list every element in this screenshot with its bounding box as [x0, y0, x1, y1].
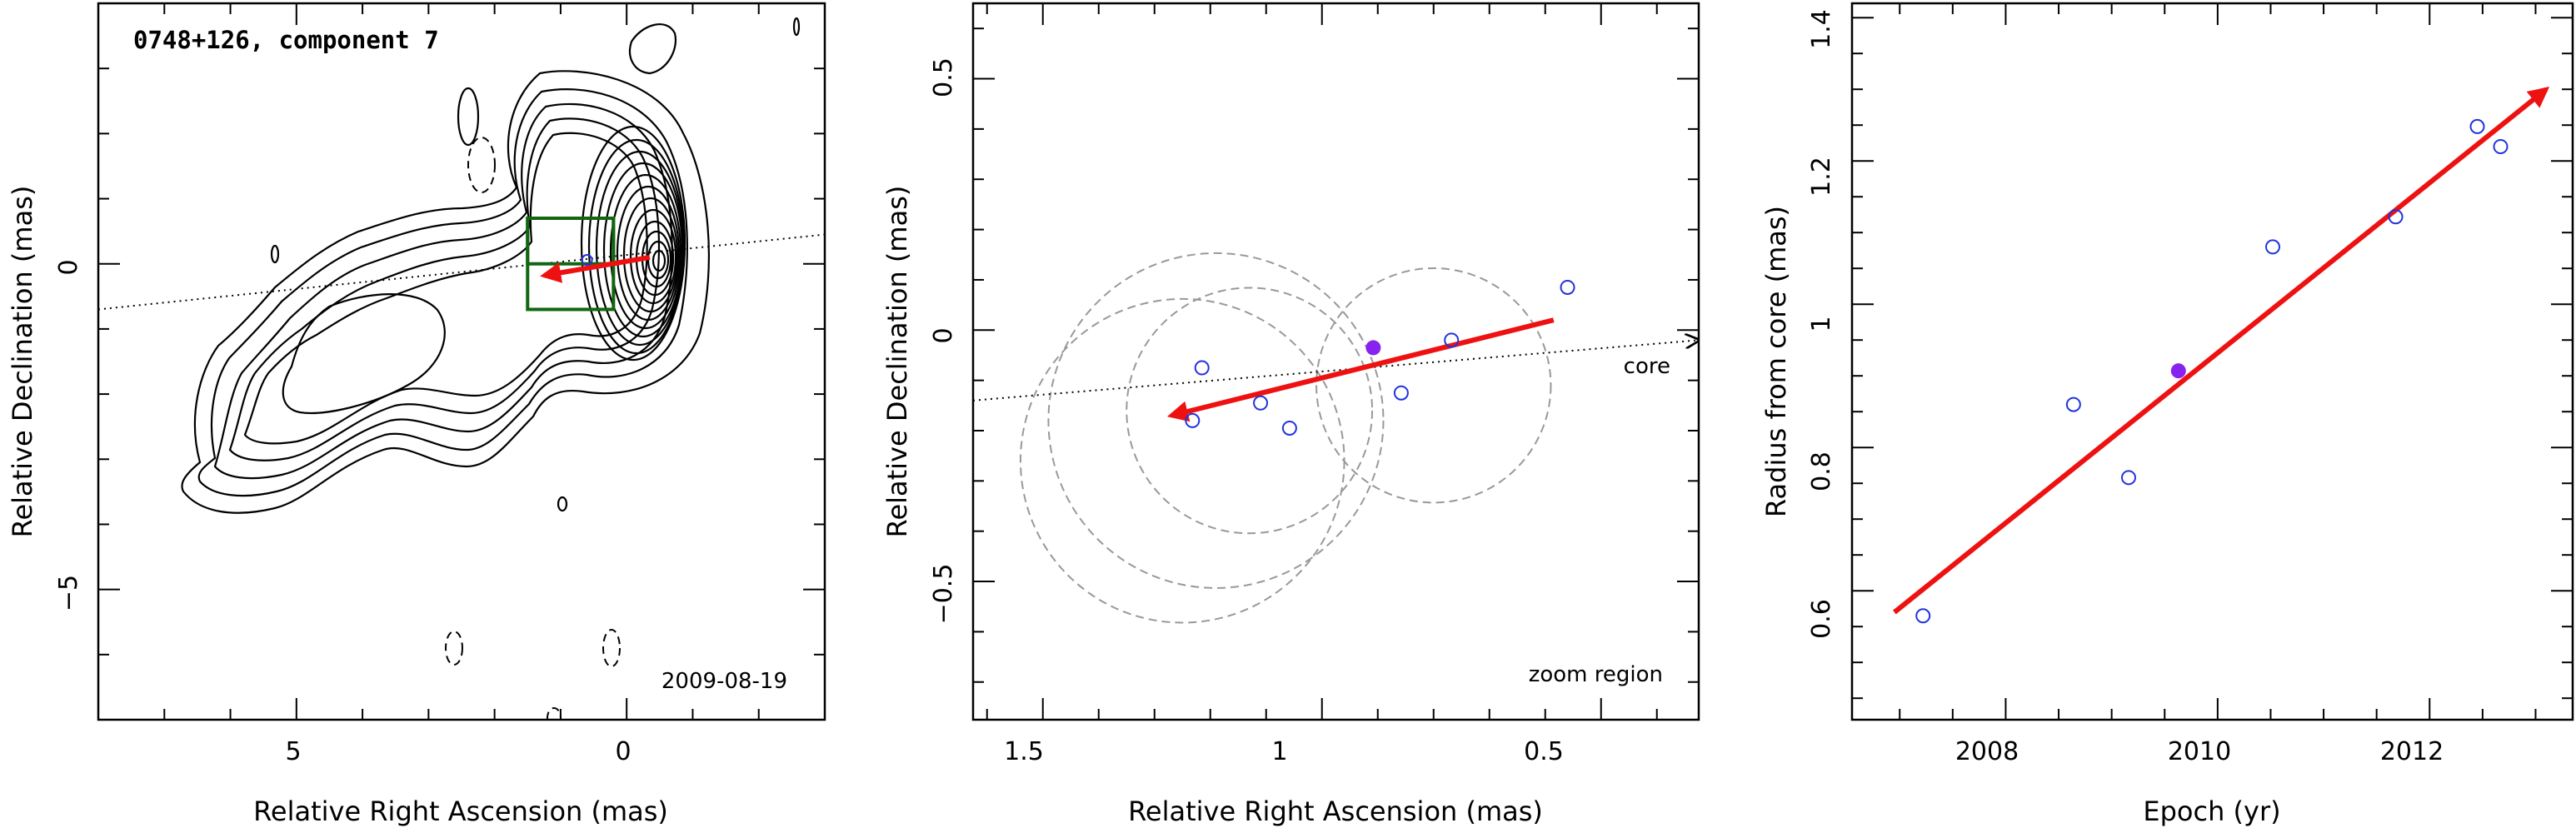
- contour-island-1: [628, 23, 677, 75]
- data-point: [1185, 412, 1201, 428]
- contour-panel: 5 0 0 −5 0748+126, component 7 2009-08-1…: [7, 2, 826, 827]
- data-point: [1915, 608, 1931, 624]
- radius-ytick-0-8: 0.8: [1807, 451, 1836, 491]
- radius-ytick-0-6: 0.6: [1807, 599, 1836, 639]
- data-point-highlight: [2170, 363, 2186, 379]
- radius-plot-area: [1893, 87, 2550, 624]
- data-point: [1393, 385, 1409, 401]
- radius-xtick-2012: 2012: [2380, 737, 2444, 766]
- data-point: [2493, 139, 2509, 154]
- data-point: [1560, 279, 1575, 295]
- contour-cavity: [282, 293, 446, 414]
- radius-panel: 2008 2010 2012 0.6 0.8 1 1.2 1.4 Epoch (…: [1760, 2, 2574, 827]
- radius-ytick-1-4: 1.4: [1807, 9, 1836, 49]
- zoom-region-label: zoom region: [1529, 662, 1663, 687]
- fit-vector: [1166, 317, 1555, 422]
- contour-xlabel: Relative Right Ascension (mas): [253, 796, 668, 827]
- error-circle: [1315, 267, 1552, 504]
- contour-lines: [181, 17, 801, 514]
- core-direction-arrow: [973, 340, 1699, 402]
- zoom-panel: 1.5 1 0.5 0.5 0 −0.5 core zoom region Re…: [881, 2, 1700, 827]
- motion-vector: [540, 254, 651, 283]
- radius-xtick-2008: 2008: [1955, 737, 2019, 766]
- radius-ytick-1-2: 1.2: [1807, 157, 1836, 197]
- zoom-xlabel: Relative Right Ascension (mas): [1128, 796, 1543, 827]
- contour-plot-frame: [97, 2, 826, 721]
- error-circle: [1047, 252, 1385, 589]
- data-point-highlight: [1365, 340, 1381, 356]
- contour-xtick-0: 0: [615, 737, 631, 766]
- contour-2: [197, 88, 688, 497]
- radius-xtick-2010: 2010: [2168, 737, 2231, 766]
- zoom-ytick-minus0-5: −0.5: [929, 564, 958, 625]
- radius-fit-vector: [1893, 87, 2550, 615]
- contour-4: [228, 117, 661, 461]
- zoom-plot-frame: [971, 2, 1700, 721]
- data-point: [2065, 397, 2081, 412]
- zoom-core-label: core: [1624, 354, 1670, 379]
- zoom-box: [526, 217, 616, 266]
- zoom-xtick-1: 1: [1271, 737, 1287, 766]
- contour-xtick-5: 5: [285, 737, 301, 766]
- data-point: [1194, 360, 1210, 376]
- contour-outer: [181, 70, 710, 514]
- zoom-xtick-1-5: 1.5: [1004, 737, 1044, 766]
- error-circle: [1019, 297, 1345, 624]
- data-point: [1444, 332, 1460, 348]
- contour-island-2: [457, 87, 480, 147]
- data-point: [2388, 209, 2404, 225]
- contour-title: 0748+126, component 7: [133, 26, 439, 54]
- data-point: [1281, 420, 1297, 436]
- contour-island-3: [270, 244, 280, 264]
- error-circle: [1126, 287, 1374, 535]
- radius-xlabel: Epoch (yr): [2143, 796, 2280, 827]
- negative-contours: [445, 137, 621, 720]
- component-marker: [581, 254, 593, 267]
- data-point: [1253, 395, 1269, 411]
- data-point: [2121, 470, 2137, 486]
- ridge-line: [98, 233, 825, 311]
- zoom-ylabel: Relative Declination (mas): [881, 186, 913, 538]
- contour-epoch-label: 2009-08-19: [661, 669, 787, 694]
- data-point: [2469, 118, 2485, 134]
- zoom-ticks: [973, 3, 1699, 720]
- contour-ylabel: Relative Declination (mas): [7, 186, 38, 538]
- radius-ylabel: Radius from core (mas): [1760, 206, 1792, 517]
- contour-ticks: [97, 2, 826, 721]
- contour-island-4: [792, 17, 801, 37]
- core-contours: [580, 125, 686, 362]
- contour-ytick-0: 0: [54, 259, 83, 275]
- data-point: [2265, 239, 2281, 255]
- zoom-xtick-0-5: 0.5: [1524, 737, 1564, 766]
- radius-points: [1915, 118, 2509, 624]
- contour-3: [213, 102, 673, 480]
- zoom-ytick-0: 0: [929, 327, 958, 343]
- radius-ytick-1: 1: [1807, 316, 1836, 332]
- zoom-ytick-0-5: 0.5: [929, 57, 958, 97]
- contour-plot-area: [98, 17, 825, 720]
- contour-island-5: [557, 496, 568, 512]
- radius-ticks: [1852, 3, 2573, 720]
- zoom-plot-area: [973, 252, 1699, 624]
- radius-plot-frame: [1850, 2, 2574, 721]
- contour-ytick-minus5: −5: [54, 575, 83, 611]
- contour-5: [243, 132, 648, 445]
- position-points: [1185, 279, 1575, 436]
- error-circles: [1019, 252, 1552, 624]
